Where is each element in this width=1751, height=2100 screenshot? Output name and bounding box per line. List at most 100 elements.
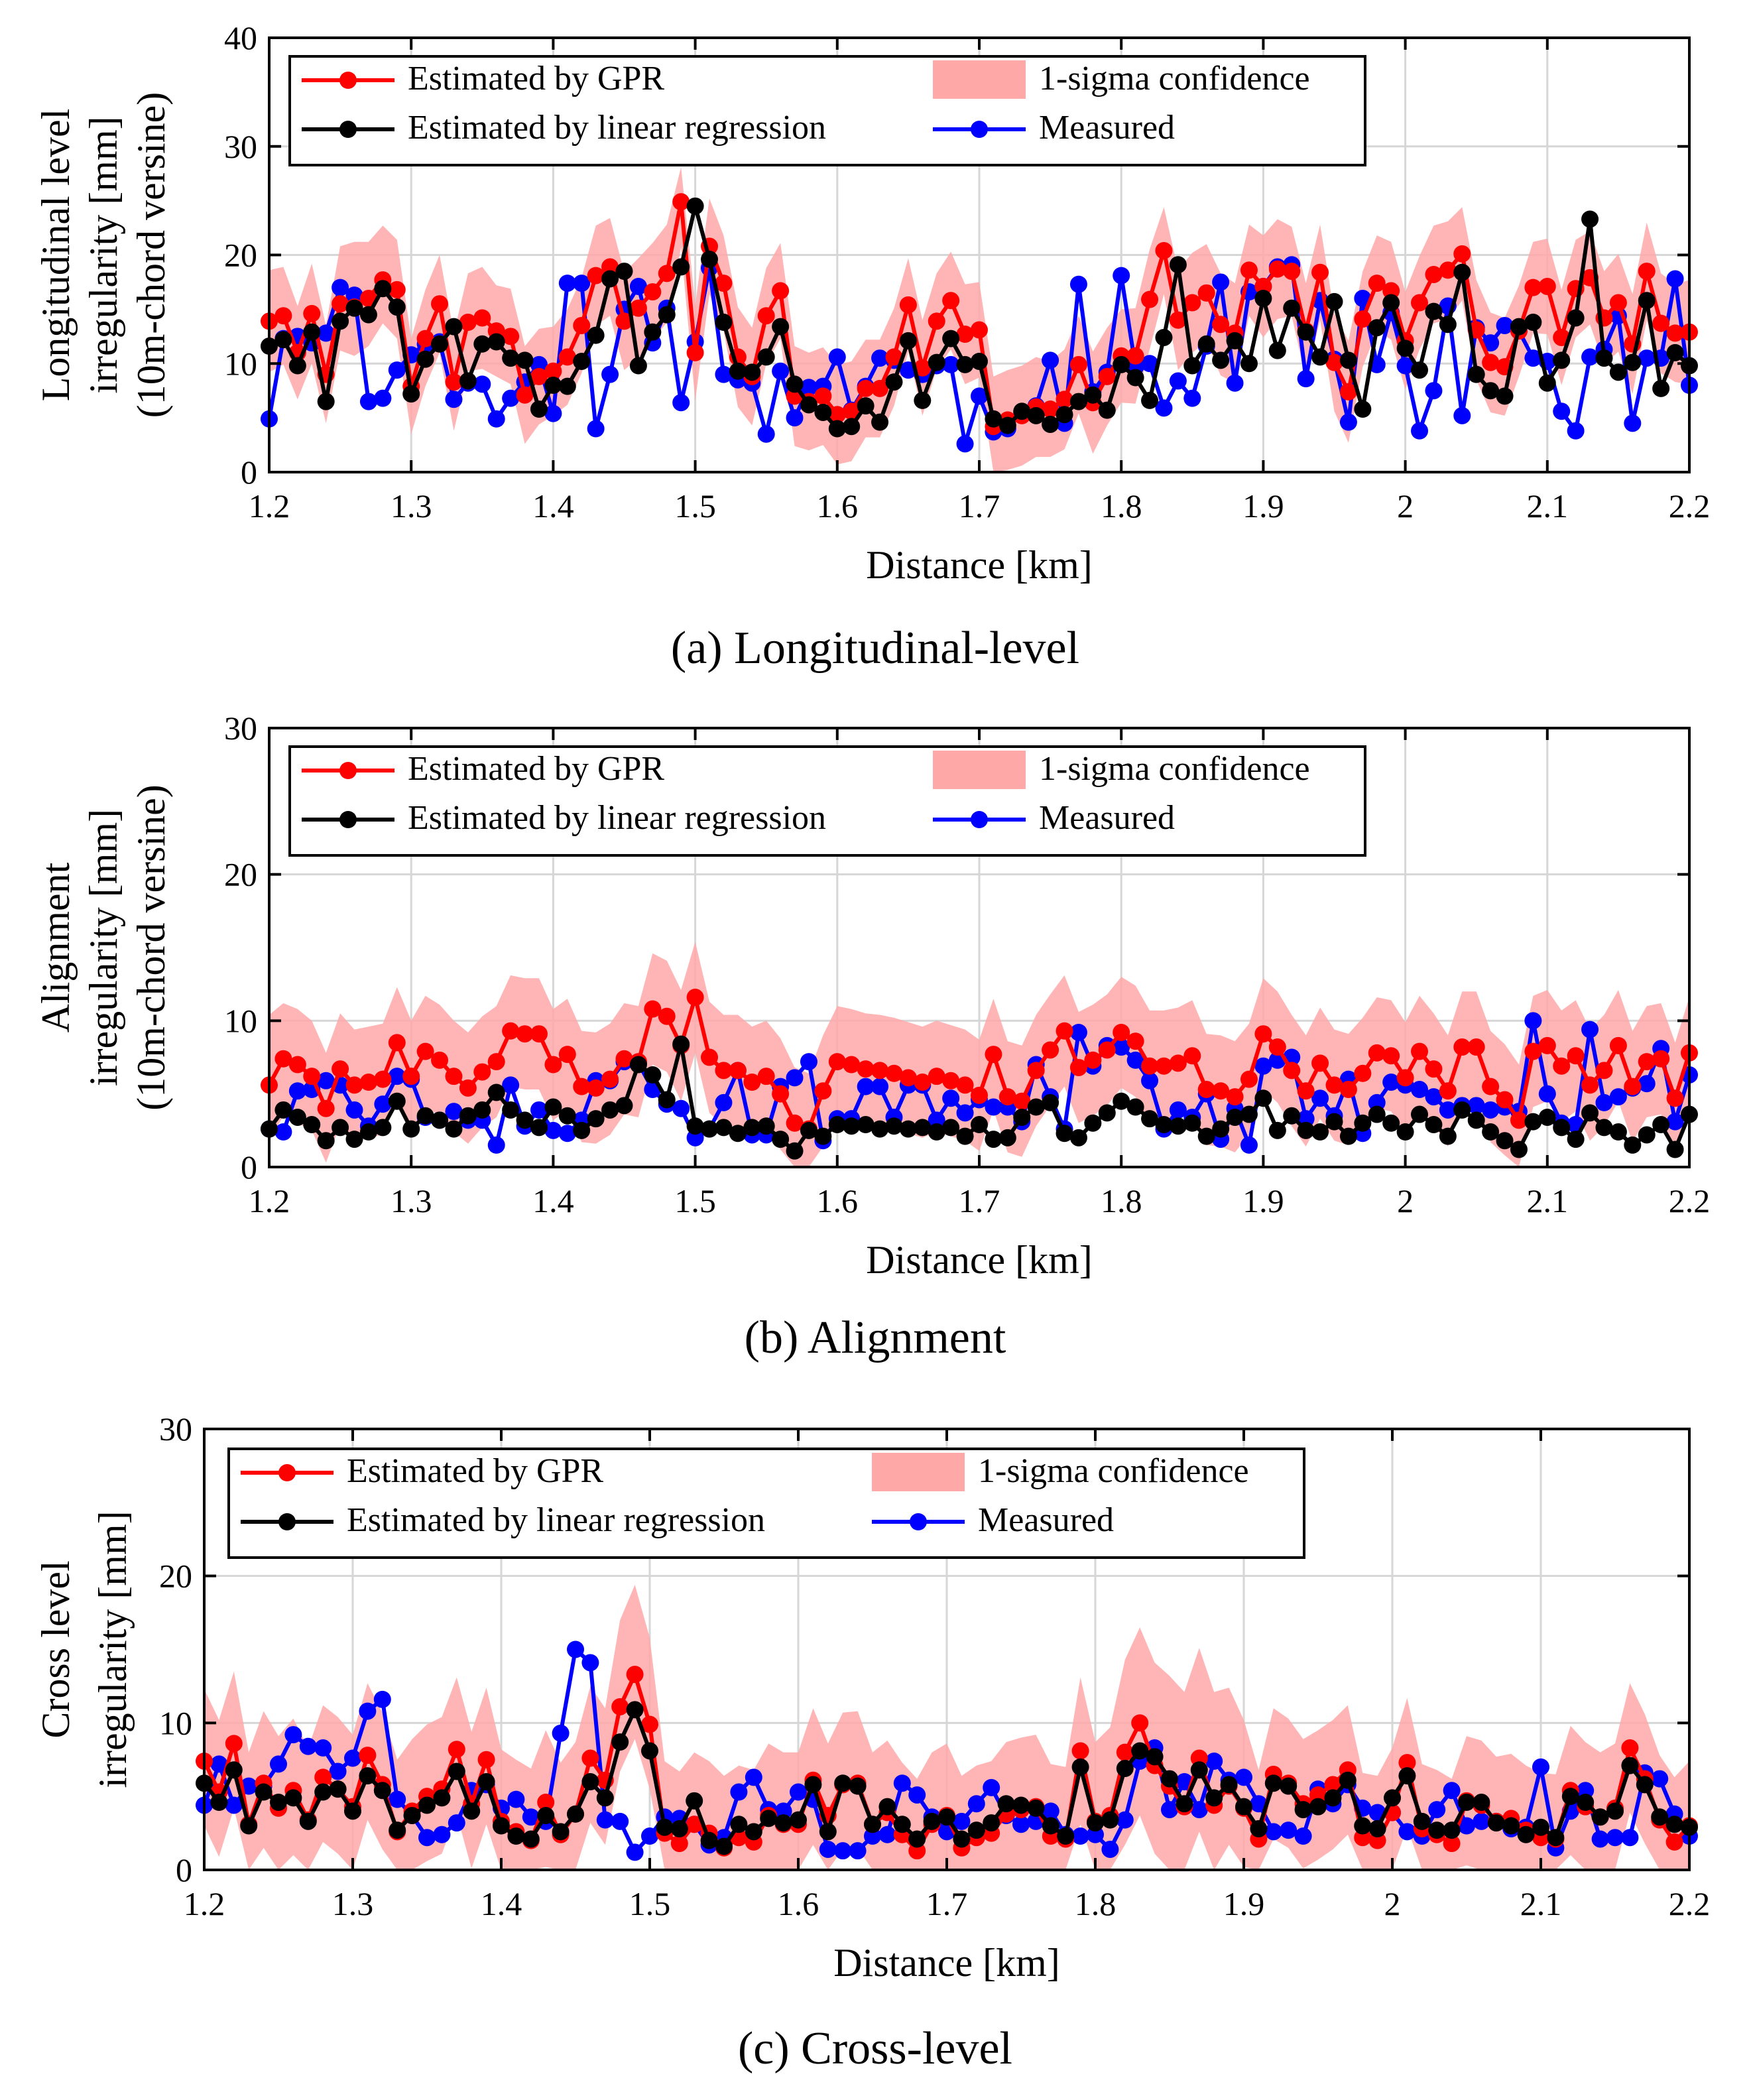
data-point-lr [1482,1123,1500,1141]
data-point-lr [1027,1799,1045,1817]
data-point-meas [985,1098,1002,1116]
data-point-lr [374,280,392,298]
data-point-lr [1071,1758,1089,1776]
data-point-lr [344,1802,361,1820]
x-axis-label: Distance [km] [866,543,1093,587]
data-point-lr [1226,1108,1244,1126]
data-point-meas [641,1827,658,1845]
data-point-lr [1113,355,1130,373]
data-point-lr [899,1120,917,1138]
data-point-lr [1532,1818,1549,1836]
x-tick-label: 2.1 [1527,487,1569,525]
data-point-meas [1250,1795,1268,1813]
data-point-meas [344,1749,361,1767]
data-point-lr [772,318,790,336]
data-point-lr [402,1120,420,1138]
legend-gpr-label: Estimated by GPR [408,750,664,788]
data-point-lr [967,1822,985,1839]
data-point-lr [1538,1108,1556,1126]
data-point-gpr [1098,367,1116,385]
data-point-lr [388,1092,406,1110]
data-point-lr [1581,210,1599,228]
y-axis-label: irregularity [mm] [82,116,125,393]
data-point-gpr [1027,1062,1045,1080]
data-point-lr [1396,340,1414,357]
data-point-gpr [359,1747,377,1764]
x-tick-label: 1.5 [674,487,716,525]
data-point-lr [745,1823,762,1841]
data-point-meas [942,1089,960,1107]
y-tick-label: 30 [224,128,257,165]
data-point-meas [388,361,406,379]
legend-conf-label: 1-sigma confidence [978,1452,1249,1490]
data-point-lr [240,1817,258,1835]
data-point-gpr [743,1074,761,1091]
data-point-lr [1553,351,1571,369]
data-point-lr [1197,1127,1215,1145]
y-tick-label: 0 [176,1851,192,1888]
data-point-meas [530,1101,548,1119]
data-point-gpr [1212,316,1230,334]
data-point-meas [819,1840,837,1858]
data-point-meas [274,1123,292,1141]
data-point-meas [507,1790,525,1808]
x-tick-label: 2 [1384,1885,1401,1922]
data-point-meas [1339,413,1357,431]
data-point-lr [1467,365,1485,383]
data-point-lr [1496,1132,1514,1150]
data-point-meas [502,1076,520,1094]
data-point-gpr [715,1062,733,1080]
data-point-lr [1297,323,1315,341]
data-point-gpr [1169,311,1187,329]
data-point-lr [332,1119,349,1137]
x-tick-label: 1.8 [1101,487,1142,525]
data-point-lr [1665,1816,1683,1833]
x-tick-label: 1.4 [532,1182,574,1219]
data-point-gpr [971,1086,988,1104]
data-point-gpr [601,1070,619,1088]
data-point-gpr [658,1007,676,1025]
chart-panel-2: 1.2 1.3 1.4 1.5 1.6 1.7 1.8 1.9 2 2.1 2.2 0 10 20 30 Di… [34,710,1710,1363]
data-point-meas [672,394,690,412]
data-point-lr [774,1814,792,1832]
data-point-gpr [772,1085,790,1103]
data-point-gpr [672,193,690,211]
data-point-meas [359,1702,377,1720]
data-point-gpr [288,1056,306,1074]
data-point-meas [857,1078,875,1095]
data-point-lr [1517,1825,1535,1843]
data-point-meas [558,1125,576,1143]
data-point-meas [1069,1023,1087,1041]
data-point-gpr [1652,314,1670,332]
data-point-lr [1056,1125,1073,1143]
legend-conf-swatch [872,1453,965,1491]
data-point-gpr [1126,347,1144,365]
data-point-gpr [1368,275,1386,292]
data-point-gpr [1453,245,1471,263]
data-point-lr [1609,1123,1627,1141]
data-point-lr [956,355,974,373]
data-point-gpr [956,326,974,343]
data-point-lr [1240,1105,1258,1123]
data-point-lr [317,393,335,410]
data-point-gpr [516,386,534,404]
data-point-lr [1084,1114,1102,1132]
x-tick-label: 1.5 [629,1885,671,1922]
data-point-gpr [1652,1050,1670,1068]
data-point-meas [1113,1038,1130,1056]
data-point-meas [790,1783,807,1801]
data-point-lr [1453,1101,1471,1119]
data-point-gpr [1595,1062,1613,1080]
data-point-meas [587,420,605,438]
data-point-gpr [956,1076,974,1094]
legend-gpr-marker [339,762,357,779]
data-point-lr [1581,1104,1599,1122]
data-point-lr [1538,374,1556,392]
data-point-lr [1155,328,1173,346]
data-point-lr [270,1794,287,1812]
data-point-gpr [1553,1057,1571,1075]
data-point-gpr [431,295,449,313]
data-point-lr [1609,363,1627,381]
x-tick-label: 1.4 [532,487,574,525]
panel-caption: (a) Longitudinal-level [671,623,1079,674]
